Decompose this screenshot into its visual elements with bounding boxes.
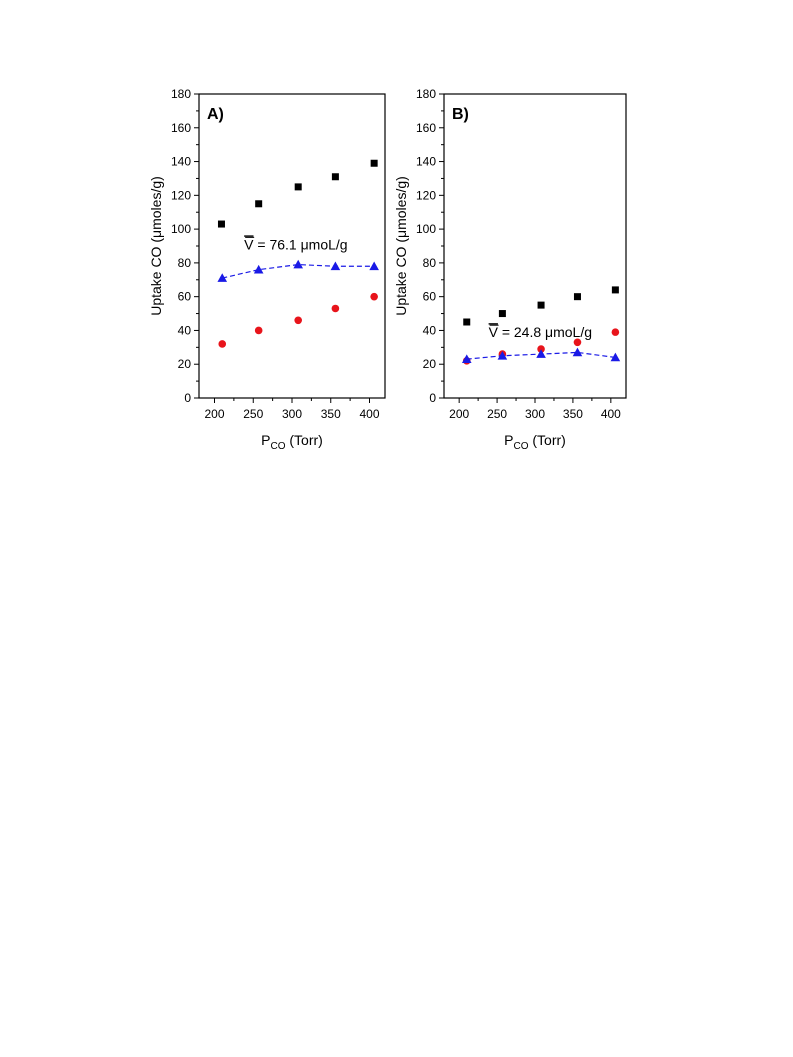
- mean-annotation: V = 76.1 μmoL/g: [244, 236, 347, 252]
- y-tick-label: 120: [416, 188, 436, 202]
- y-tick-label: 60: [178, 290, 192, 304]
- plot-frame: [443, 93, 627, 399]
- y-tick-label: 140: [171, 155, 191, 169]
- y-tick-label: 120: [171, 188, 191, 202]
- y-tick-label: 180: [416, 87, 436, 101]
- data-point-square: [537, 301, 545, 309]
- y-axis-label: Uptake CO (μmoles/g): [393, 176, 409, 316]
- y-tick-label: 20: [423, 357, 437, 371]
- y-tick-label: 0: [184, 391, 191, 405]
- y-tick-label: 100: [171, 222, 191, 236]
- x-tick-label: 250: [243, 407, 263, 421]
- x-tick-label: 300: [282, 407, 302, 421]
- x-tick-label: 200: [449, 407, 469, 421]
- y-tick-label: 40: [423, 323, 437, 337]
- data-point-square: [498, 310, 506, 318]
- chart-panel-a: 0 20 40 60 80 100 120 140 160 180 200 250 300 350 400 P…: [148, 87, 386, 452]
- data-point-square: [331, 173, 339, 181]
- data-point-triangle: [293, 259, 303, 269]
- series-line: [222, 263, 375, 279]
- y-tick-label: 20: [178, 357, 192, 371]
- x-tick-label: 200: [204, 407, 224, 421]
- y-tick-label: 100: [416, 222, 436, 236]
- y-tick-label: 80: [423, 256, 437, 270]
- data-point-triangle: [610, 352, 621, 362]
- x-tick-label: 400: [601, 407, 621, 421]
- panel-label: B): [452, 106, 469, 123]
- data-point-square: [255, 200, 263, 208]
- y-tick-label: 0: [429, 391, 436, 405]
- x-tick-label: 250: [487, 407, 507, 421]
- y-tick-label: 140: [416, 155, 436, 169]
- y-tick-label: 160: [416, 121, 436, 135]
- data-point-circle: [331, 304, 340, 313]
- chart-panel-b: 0 20 40 60 80 100 120 140 160 180 200 250 300 350 400 P…: [393, 87, 627, 452]
- y-tick-label: 80: [178, 256, 192, 270]
- data-point-triangle: [461, 354, 472, 363]
- x-tick-label: 350: [563, 407, 583, 421]
- data-point-circle: [573, 338, 582, 347]
- data-point-square: [370, 159, 378, 167]
- data-point-square: [573, 293, 581, 301]
- data-point-square: [217, 220, 225, 228]
- mean-annotation: V = 24.8 μmoL/g: [489, 324, 592, 340]
- data-point-square: [611, 286, 619, 294]
- y-tick-label: 60: [423, 290, 437, 304]
- data-point-circle: [294, 316, 303, 325]
- data-point-square: [294, 183, 302, 191]
- x-axis-label: PCO (Torr): [261, 432, 323, 452]
- data-point-square: [463, 318, 471, 326]
- x-tick-label: 350: [321, 407, 341, 421]
- data-point-triangle: [369, 261, 379, 271]
- x-axis-label: PCO (Torr): [504, 432, 566, 452]
- data-point-circle: [218, 340, 227, 348]
- data-point-triangle: [217, 273, 228, 282]
- data-point-circle: [537, 345, 545, 353]
- y-tick-label: 160: [171, 121, 191, 135]
- data-point-circle: [370, 292, 378, 301]
- y-axis-label: Uptake CO (μmoles/g): [148, 176, 164, 316]
- data-point-circle: [611, 328, 620, 336]
- y-tick-label: 180: [171, 87, 191, 101]
- data-point-triangle: [330, 261, 341, 271]
- x-tick-label: 300: [525, 407, 545, 421]
- data-point-triangle: [253, 264, 264, 274]
- data-point-triangle: [536, 349, 546, 358]
- data-point-circle: [254, 326, 263, 335]
- x-tick-label: 400: [359, 407, 379, 421]
- y-tick-label: 40: [178, 323, 192, 337]
- panel-label: A): [207, 106, 224, 123]
- data-point-triangle: [572, 347, 583, 357]
- data-point-triangle: [497, 350, 508, 360]
